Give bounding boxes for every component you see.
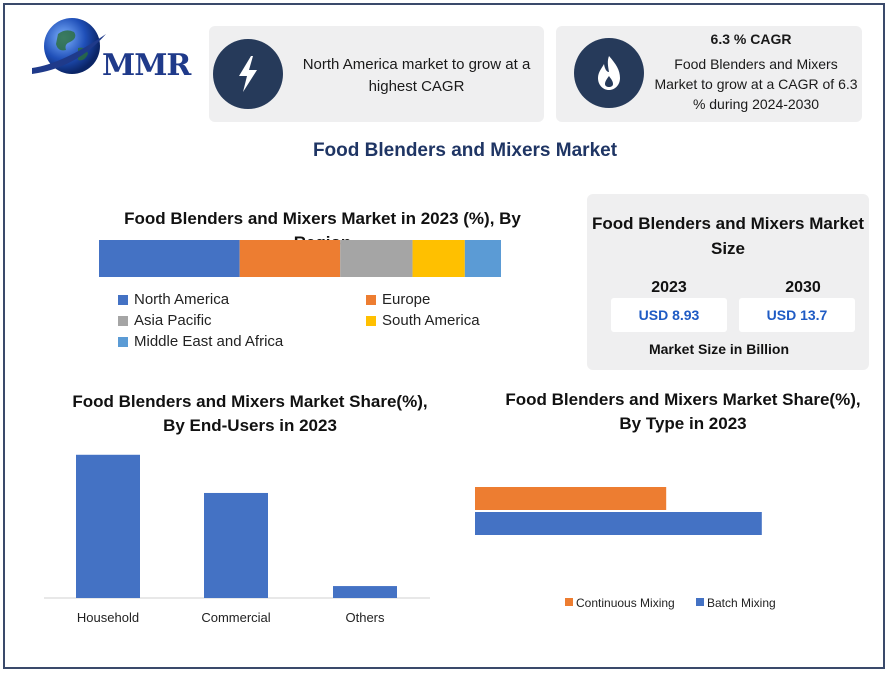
year-2030: 2030 [785, 279, 821, 296]
logo: MMR [28, 12, 198, 88]
page-title: Food Blenders and Mixers Market [312, 140, 618, 161]
market-size-footer: Market Size in Billion [648, 341, 790, 357]
type-chart-title: Food Blenders and Mixers Market Share(%)… [505, 390, 861, 433]
value-2023: USD 8.93 [611, 298, 727, 332]
type-legend-label-1: Batch Mixing [707, 596, 776, 610]
legend-swatch [366, 294, 376, 305]
logo-text: MMR [102, 48, 191, 83]
end-user-chart-title: Food Blenders and Mixers Market Share(%)… [72, 392, 428, 435]
end-user-tick-label-0: Household [77, 610, 139, 625]
legend-item-asia-pacific: Asia Pacific [118, 312, 212, 329]
legend-label: South America [382, 312, 480, 329]
type-legend-label-0: Continuous Mixing [576, 596, 675, 610]
end-user-bar-0 [76, 454, 140, 598]
legend-swatch [118, 336, 128, 347]
type-bar-1 [475, 512, 762, 535]
end-user-tick-label-1: Commercial [201, 610, 270, 625]
legend-label: Middle East and Africa [134, 333, 284, 350]
cagr-title: 6.3 % CAGR [710, 31, 792, 47]
legend-label: Asia Pacific [134, 312, 212, 329]
region-bar-segment-1 [239, 240, 341, 277]
value-2030: USD 13.7 [739, 298, 855, 332]
legend-item-north-america: North America [118, 291, 229, 308]
year-2023: 2023 [651, 279, 687, 296]
cagr-text: Food Blenders and Mixers Market to grow … [654, 56, 858, 112]
legend-item-middle-east-africa: Middle East and Africa [118, 333, 283, 350]
market-size-card: Food Blenders and Mixers Market Size 202… [587, 194, 869, 370]
legend-label: North America [134, 291, 230, 308]
legend-swatch [118, 294, 128, 305]
market-size-title: Food Blenders and Mixers Market Size [591, 214, 865, 258]
globe-logo-icon [32, 18, 106, 74]
legend-label: Europe [382, 291, 431, 308]
highlight-card-cagr: 6.3 % CAGR Food Blenders and Mixers Mark… [556, 26, 862, 122]
legend-item-south-america: South America [366, 312, 480, 329]
end-user-bar-1 [204, 492, 268, 598]
type-legend-swatch-1 [696, 598, 704, 606]
legend-swatch [366, 315, 376, 326]
type-bar-0 [475, 487, 667, 510]
highlight-card-region: North America market to grow at a highes… [209, 26, 544, 122]
card-region-text: North America market to grow at a highes… [302, 56, 531, 95]
flame-icon [574, 38, 644, 108]
end-user-tick-label-2: Others [345, 610, 385, 625]
region-bar-segment-3 [412, 240, 465, 277]
type-legend-swatch-0 [565, 598, 573, 606]
end-user-bar-2 [333, 586, 397, 598]
lightning-bolt-icon [213, 39, 283, 109]
infographic-frame [3, 3, 885, 669]
region-bar-segment-4 [464, 240, 501, 277]
legend-swatch [118, 315, 128, 326]
legend-item-europe: Europe [366, 291, 430, 308]
region-bar-segment-2 [340, 240, 413, 277]
region-bar-segment-0 [99, 240, 240, 277]
